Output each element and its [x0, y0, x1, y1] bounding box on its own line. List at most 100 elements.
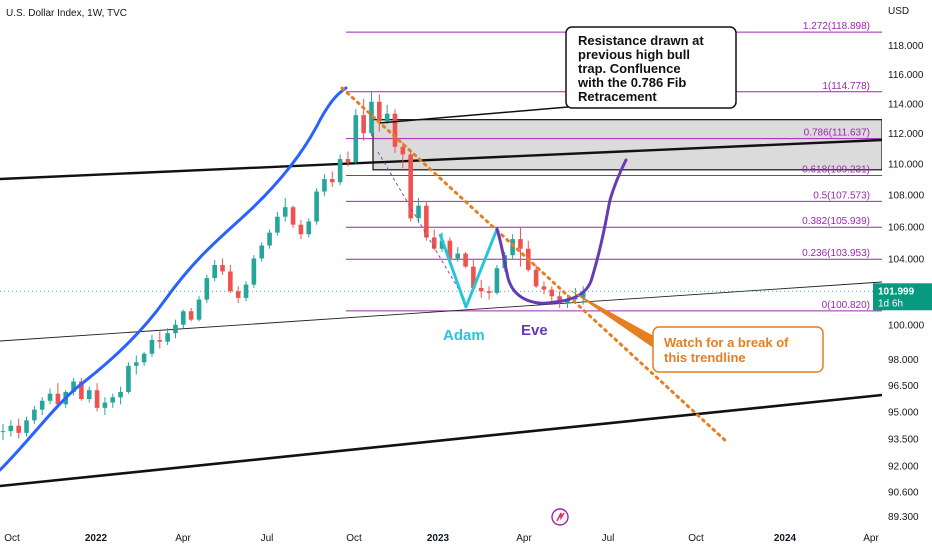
- candle[interactable]: [157, 331, 163, 349]
- candle-body: [345, 159, 351, 163]
- moving-average-line[interactable]: [0, 86, 348, 472]
- candle[interactable]: [228, 264, 233, 293]
- candle[interactable]: [212, 260, 217, 282]
- price-axis[interactable]: USD 118.000 116.000 114.000 112.000 110.000 1…: [888, 6, 925, 523]
- descending-trendline[interactable]: [340, 86, 730, 445]
- time-tick-label: Apr: [175, 533, 191, 544]
- candle[interactable]: [220, 258, 225, 275]
- candle[interactable]: [173, 319, 178, 339]
- candle[interactable]: [118, 386, 123, 405]
- watch-note[interactable]: Watch for a break of this trendline: [652, 326, 824, 373]
- candle[interactable]: [369, 91, 374, 137]
- candle[interactable]: [188, 307, 194, 322]
- candle[interactable]: [235, 286, 241, 303]
- eve-u-drawing[interactable]: [495, 158, 628, 305]
- price-tick-label: 112.000: [888, 129, 924, 140]
- candle[interactable]: [243, 281, 249, 302]
- candle[interactable]: [55, 383, 61, 408]
- candle-body: [32, 409, 37, 421]
- candle[interactable]: [251, 255, 257, 288]
- candle[interactable]: [102, 397, 108, 415]
- candle[interactable]: [94, 383, 100, 412]
- candle[interactable]: [392, 109, 398, 153]
- candle-body: [141, 353, 147, 363]
- candle-body: [220, 264, 225, 272]
- candle[interactable]: [337, 154, 343, 186]
- candle[interactable]: [478, 279, 484, 298]
- candle[interactable]: [557, 291, 562, 308]
- candle[interactable]: [361, 98, 366, 141]
- candle-body: [478, 287, 484, 292]
- candle-body: [165, 333, 170, 342]
- candle-body: [580, 291, 586, 298]
- candle[interactable]: [275, 211, 280, 236]
- channel-mid-line[interactable]: [0, 281, 882, 342]
- candle[interactable]: [384, 104, 390, 125]
- channel-lower-line[interactable]: [0, 393, 882, 488]
- candle[interactable]: [424, 200, 429, 241]
- candle[interactable]: [141, 351, 147, 366]
- adam-v-drawing[interactable]: [438, 228, 499, 309]
- candle[interactable]: [133, 355, 139, 375]
- candle[interactable]: [549, 286, 555, 303]
- adam-label: Adam: [443, 327, 485, 344]
- candle[interactable]: [322, 174, 327, 197]
- candle-body: [39, 400, 45, 410]
- candle[interactable]: [39, 397, 45, 415]
- candle[interactable]: [204, 274, 210, 303]
- time-axis[interactable]: Oct 2022 Apr Jul Oct 2023 Apr Jul Oct 2024 Apr: [4, 533, 879, 544]
- candle-body: [259, 245, 265, 259]
- candle[interactable]: [494, 264, 500, 295]
- candle[interactable]: [110, 393, 116, 408]
- candle[interactable]: [580, 286, 586, 305]
- candle[interactable]: [79, 377, 84, 401]
- candle-body: [173, 324, 178, 334]
- channel-upper-line[interactable]: [0, 138, 882, 181]
- candle[interactable]: [345, 151, 351, 167]
- candle[interactable]: [314, 188, 319, 225]
- candle[interactable]: [408, 151, 413, 222]
- candle[interactable]: [16, 418, 21, 439]
- candle[interactable]: [8, 420, 14, 437]
- candle[interactable]: [149, 334, 155, 358]
- candle[interactable]: [416, 197, 421, 224]
- candle-body: [235, 291, 241, 298]
- candle[interactable]: [282, 197, 288, 222]
- candle[interactable]: [32, 406, 37, 424]
- chart-title: U.S. Dollar Index, 1W, TVC: [6, 8, 127, 19]
- candle-body: [0, 431, 6, 433]
- price-tick-label: 98.000: [888, 355, 919, 366]
- eve-label: Eve: [521, 322, 548, 339]
- candle[interactable]: [377, 94, 382, 132]
- fib-level-label: 1(114.778): [822, 81, 870, 92]
- candle[interactable]: [541, 281, 547, 295]
- candle[interactable]: [181, 309, 186, 329]
- candle[interactable]: [400, 142, 406, 169]
- candle[interactable]: [165, 328, 170, 346]
- candle[interactable]: [518, 227, 523, 267]
- candle[interactable]: [47, 388, 53, 405]
- candle[interactable]: [455, 247, 461, 262]
- candle-body: [188, 311, 194, 320]
- time-tick-label: Jul: [261, 533, 274, 544]
- candle[interactable]: [24, 416, 29, 437]
- candle[interactable]: [0, 423, 6, 441]
- candle[interactable]: [267, 229, 272, 249]
- candle[interactable]: [196, 296, 202, 322]
- candle-body: [431, 237, 437, 249]
- candle[interactable]: [290, 205, 296, 228]
- candle[interactable]: [353, 109, 359, 164]
- candle[interactable]: [86, 386, 92, 403]
- candle[interactable]: [533, 264, 539, 288]
- candle[interactable]: [259, 242, 265, 262]
- candle[interactable]: [306, 218, 312, 238]
- watch-note-line-1: Watch for a break of: [664, 335, 789, 350]
- candle[interactable]: [463, 251, 468, 269]
- candle[interactable]: [486, 286, 492, 300]
- resistance-note[interactable]: Resistance drawn at previous high bull t…: [565, 26, 737, 109]
- candle[interactable]: [126, 362, 131, 394]
- candle[interactable]: [298, 219, 304, 240]
- candle[interactable]: [329, 171, 335, 187]
